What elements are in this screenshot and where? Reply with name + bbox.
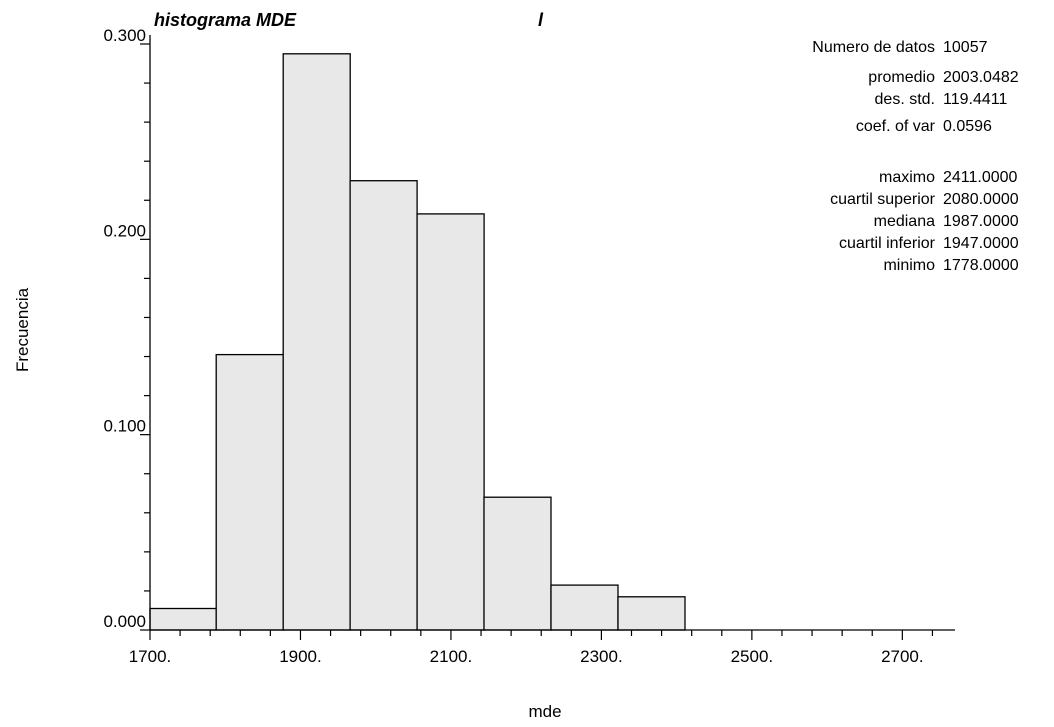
- x-tick-label: 1900.: [279, 647, 322, 666]
- stat-value: 1947.0000: [943, 235, 1019, 252]
- summary-stats: Numero de datos 10057 promedio 2003.0482 des…: [812, 39, 1018, 274]
- stat-label: promedio: [868, 69, 935, 86]
- stat-value: 119.4411: [943, 91, 1007, 108]
- histogram-bar-2: [282, 53, 351, 631]
- stat-value: 2411.0000: [943, 169, 1018, 186]
- x-tick-label: 2700.: [881, 647, 924, 666]
- chart-title-suffix: l: [538, 10, 544, 30]
- histogram-bar-0: [149, 607, 217, 631]
- histogram-bar-1: [215, 353, 284, 631]
- stat-value: 1987.0000: [943, 213, 1019, 230]
- stat-value: 0.0596: [943, 118, 992, 135]
- histogram-bar-6: [550, 584, 619, 631]
- axes-layer: [140, 35, 955, 640]
- histogram-bar-7: [617, 596, 686, 631]
- x-tick-label: 2300.: [580, 647, 623, 666]
- stat-label: Numero de datos: [812, 39, 935, 56]
- stat-label: minimo: [883, 257, 935, 274]
- y-tick-label: 0.200: [103, 221, 146, 240]
- x-tick-label: 2500.: [731, 647, 774, 666]
- stat-label: maximo: [879, 169, 935, 186]
- chart-title: histograma MDE: [154, 10, 297, 30]
- bars-layer: [149, 53, 686, 631]
- stat-value: 2080.0000: [943, 191, 1019, 208]
- histogram-bar-3: [349, 180, 418, 631]
- histogram-bar-4: [416, 213, 485, 631]
- y-axis-title: Frecuencia: [13, 287, 32, 372]
- stat-value: 1778.0000: [943, 257, 1019, 274]
- labels-layer: 1700. 1900. 2100. 2300. 2500. 2700. 0.000 0.100…: [103, 26, 923, 666]
- stat-label: cuartil superior: [830, 191, 936, 208]
- x-tick-label: 1700.: [129, 647, 172, 666]
- stat-value: 2003.0482: [943, 69, 1019, 86]
- x-axis-title: mde: [528, 702, 561, 721]
- histogram-bar-5: [483, 496, 552, 631]
- x-tick-label: 2100.: [430, 647, 473, 666]
- stat-label: cuartil inferior: [839, 235, 936, 252]
- y-tick-label: 0.300: [103, 26, 146, 45]
- stat-label: coef. of var: [856, 118, 936, 135]
- stat-label: des. std.: [875, 91, 935, 108]
- y-tick-label: 0.100: [103, 417, 146, 436]
- stat-label: mediana: [874, 213, 935, 230]
- y-tick-label: 0.000: [103, 612, 146, 631]
- stat-value: 10057: [943, 39, 988, 56]
